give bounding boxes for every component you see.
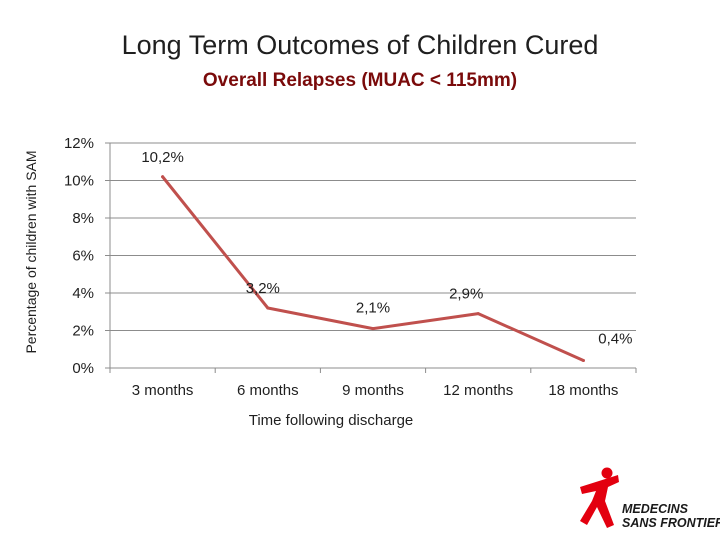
data-point: [371, 327, 375, 331]
series-line: [161, 175, 585, 362]
y-tick-label: 12%: [64, 135, 94, 152]
y-tick-label: 6%: [72, 248, 94, 265]
data-label: 10,2%: [141, 149, 184, 166]
x-axis-label: Time following discharge: [249, 412, 414, 429]
data-label: 0,4%: [598, 331, 632, 348]
logo-line-1: MEDECINS: [622, 502, 688, 516]
y-axis-label: Percentage of children with SAM: [23, 150, 39, 353]
data-label: 2,9%: [449, 286, 483, 303]
chart-subtitle: Overall Relapses (MUAC < 115mm): [202, 70, 518, 91]
logo-line-2: SANS FRONTIERES: [622, 516, 720, 530]
data-point: [476, 312, 480, 316]
x-tick-label: 12 months: [443, 382, 513, 399]
x-tick-label: 9 months: [342, 382, 404, 399]
chart-title: Long Term Outcomes of Children Cured: [121, 30, 599, 60]
msf-logo-text: MEDECINS SANS FRONTIERES: [622, 502, 720, 530]
y-tick-label: 8%: [72, 210, 94, 227]
x-tick-label: 6 months: [237, 382, 299, 399]
y-tick-label: 4%: [72, 285, 94, 302]
msf-logo-icon: [580, 467, 619, 528]
y-tick-label: 0%: [72, 360, 94, 377]
y-tick-label: 10%: [64, 173, 94, 190]
x-tick-label: 18 months: [548, 382, 618, 399]
y-tick-label: 2%: [72, 323, 94, 340]
data-point: [161, 175, 165, 179]
data-point: [266, 306, 270, 310]
data-label: 3,2%: [246, 280, 280, 297]
x-tick-label: 3 months: [132, 382, 194, 399]
data-point: [581, 359, 585, 362]
data-label: 2,1%: [356, 300, 390, 317]
